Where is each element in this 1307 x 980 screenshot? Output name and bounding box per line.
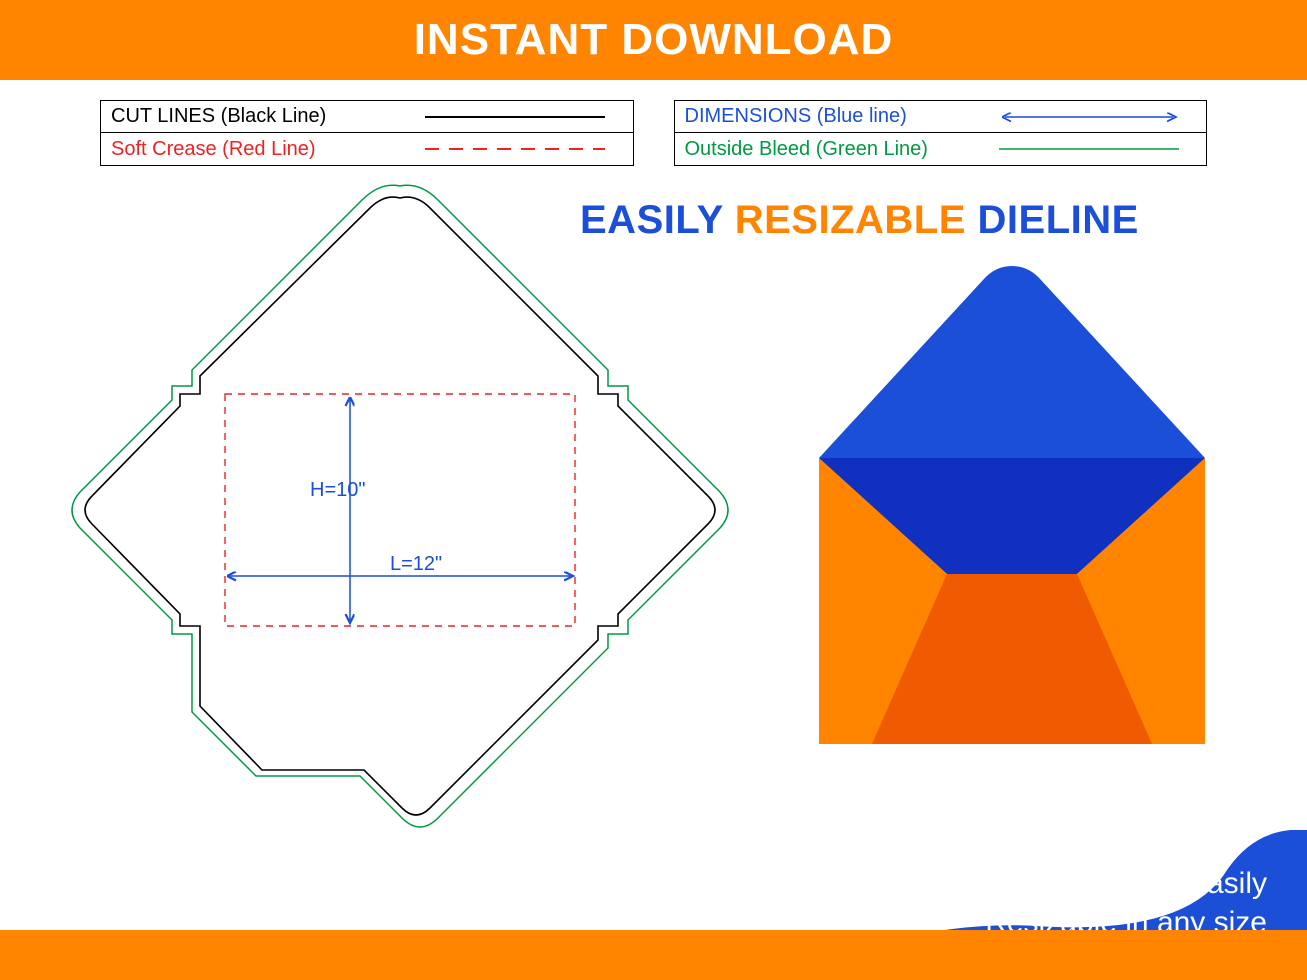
legend-label: CUT LINES (Black Line) — [111, 105, 408, 128]
header-title: INSTANT DOWNLOAD — [414, 15, 894, 65]
dim-height-label: H=10" — [310, 479, 365, 501]
bleed-outline — [72, 185, 728, 827]
content-area: EASILY RESIZABLE DIELINE H=10" L=12" — [0, 166, 1307, 926]
legend-sample-solid-green — [981, 145, 1196, 153]
footer-bar — [0, 930, 1307, 980]
legend-dimensions: DIMENSIONS (Blue line) — [675, 101, 1207, 133]
legend-bleed: Outside Bleed (Green Line) — [675, 133, 1207, 165]
legend-cut-lines: CUT LINES (Black Line) — [101, 101, 633, 133]
header-bar: INSTANT DOWNLOAD — [0, 0, 1307, 80]
tagline-word-2: RESIZABLE — [735, 198, 966, 242]
dim-length-label: L=12" — [390, 553, 442, 575]
dieline-diagram: H=10" L=12" — [60, 176, 740, 886]
legend-label: Outside Bleed (Green Line) — [685, 138, 982, 161]
legend-sample-arrow-blue — [981, 111, 1196, 123]
callout-line-1: Easily — [985, 864, 1267, 903]
legend-left: CUT LINES (Black Line) Soft Crease (Red … — [100, 100, 634, 166]
legend-soft-crease: Soft Crease (Red Line) — [101, 133, 633, 165]
cut-outline — [85, 197, 715, 815]
legend-sample-solid-black — [408, 113, 623, 121]
tagline-word-3: DIELINE — [978, 198, 1139, 242]
legend-label: Soft Crease (Red Line) — [111, 138, 408, 161]
legend: CUT LINES (Black Line) Soft Crease (Red … — [0, 80, 1307, 166]
envelope-top-flap — [819, 266, 1205, 458]
legend-sample-dashed-red — [408, 145, 623, 153]
legend-right: DIMENSIONS (Blue line) Outside Bleed (Gr… — [674, 100, 1208, 166]
legend-label: DIMENSIONS (Blue line) — [685, 105, 982, 128]
envelope-mockup — [817, 266, 1207, 746]
crease-rect — [225, 394, 575, 626]
